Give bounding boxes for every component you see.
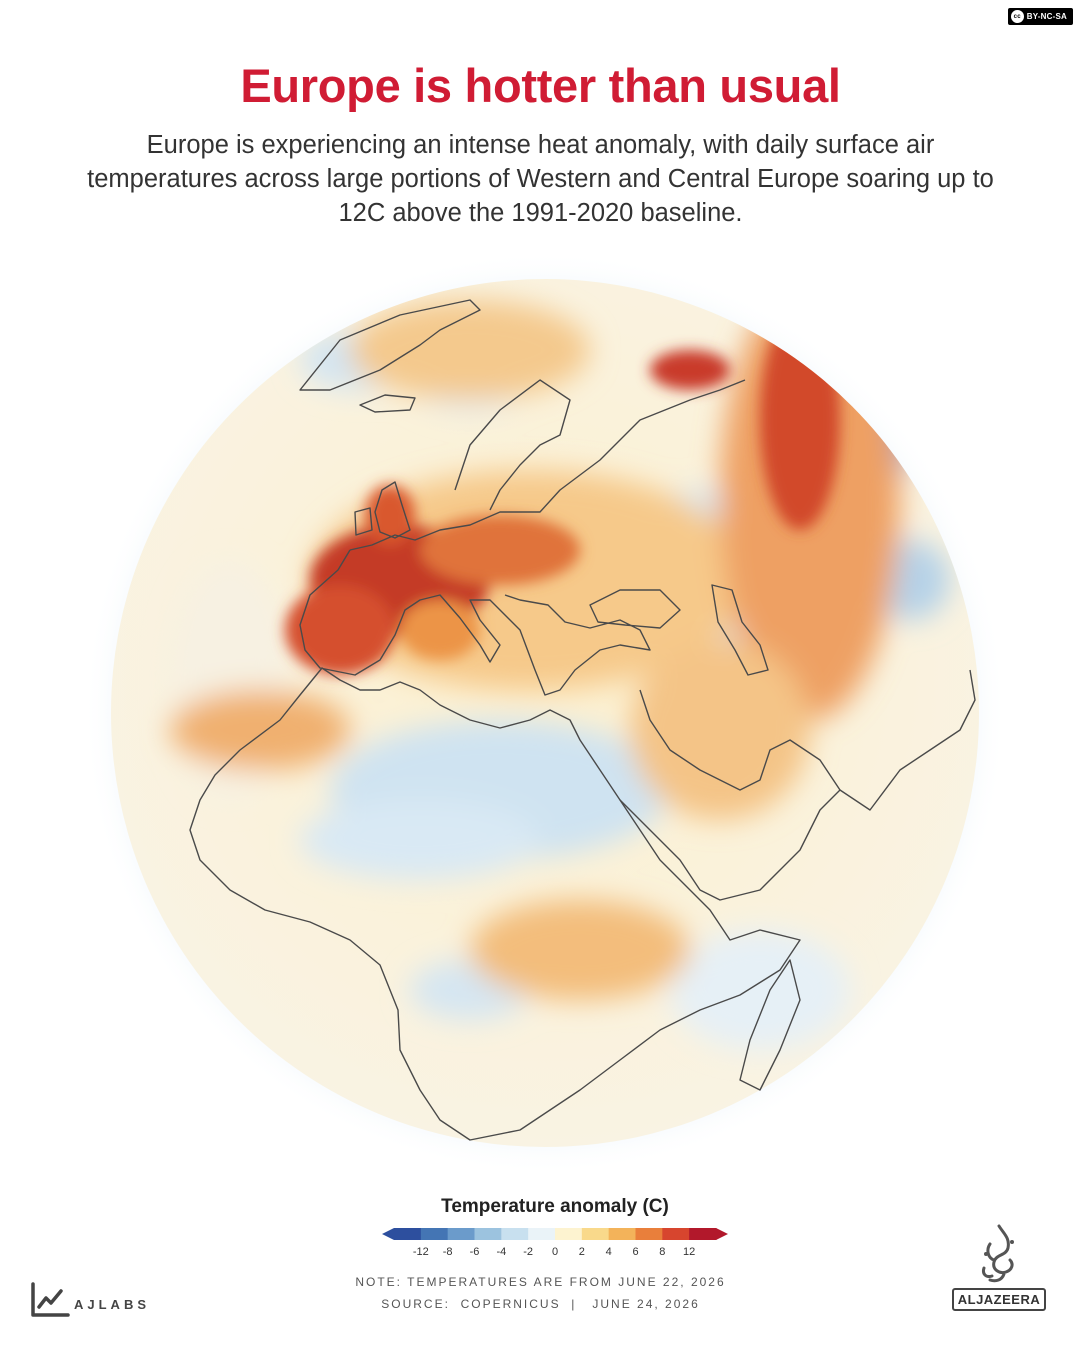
anomaly-warm-arctic — [350, 300, 590, 400]
coast-india — [839, 669, 976, 811]
legend-swatch — [608, 1228, 636, 1240]
legend-tick-label: -4 — [496, 1246, 506, 1258]
coast-iceland — [359, 394, 416, 413]
coast-britain — [374, 481, 411, 539]
legend-tick-label: 0 — [552, 1246, 558, 1258]
anomaly-hot-germany — [420, 515, 580, 585]
legend-tick-label: 4 — [606, 1246, 612, 1258]
legend-swatch — [662, 1228, 690, 1240]
cc-icon: cc — [1010, 10, 1024, 23]
anomaly-hot-uk — [365, 485, 415, 545]
coast-africa — [189, 667, 801, 1141]
anomaly-hot-italy — [400, 600, 480, 660]
legend-tick-label: 12 — [683, 1246, 695, 1258]
anomaly-cool-indian-ocean — [670, 930, 850, 1050]
ajlabs-logo: AJLABS — [30, 1282, 150, 1318]
legend-tick-label: 6 — [632, 1246, 638, 1258]
legend-swatch — [555, 1228, 583, 1240]
coast-caspian — [711, 584, 769, 676]
legend-swatch — [689, 1228, 717, 1240]
coast-greenland — [299, 299, 481, 391]
coast-north-europe — [349, 379, 746, 551]
legend-tick-label: -8 — [443, 1246, 453, 1258]
anomaly-hot-iberia — [285, 585, 395, 675]
globe-icon — [83, 251, 1007, 1175]
legend-tick-label: -6 — [470, 1246, 480, 1258]
legend-colorbar: -12 -8 -6 -4 -2 0 2 4 6 8 12 — [382, 1228, 728, 1258]
globe-map — [0, 250, 1081, 1175]
anomaly-warm-middleeast — [630, 640, 810, 820]
aljazeera-wordmark: ALJAZEERA — [951, 1288, 1047, 1311]
legend-arrow-left — [382, 1228, 394, 1240]
legend-tick-label: -12 — [413, 1246, 429, 1258]
footer-source: SOURCE: COPERNICUS | JUNE 24, 2026 — [381, 1297, 700, 1311]
legend-swatch — [420, 1228, 449, 1240]
legend-tick-label: 8 — [659, 1246, 665, 1258]
license-label: BY-NC-SA — [1026, 12, 1067, 21]
line-chart-icon — [31, 1282, 70, 1317]
anomaly-field — [170, 280, 950, 1050]
legend-swatch — [474, 1228, 502, 1240]
ajlabs-wordmark: AJLABS — [74, 1297, 151, 1312]
license-badge: cc BY-NC-SA — [1007, 8, 1073, 25]
anomaly-warm-westafrica — [170, 690, 350, 770]
legend-swatch — [447, 1228, 475, 1240]
coastlines — [189, 299, 976, 1141]
anomaly-cool-sahel — [300, 800, 540, 880]
coast-black-sea — [589, 589, 681, 629]
legend-swatch — [501, 1228, 529, 1240]
coast-scandinavia — [454, 379, 571, 511]
legend-title: Temperature anomaly (C) — [441, 1196, 669, 1217]
page-title: Europe is hotter than usual — [240, 59, 841, 112]
legend-tick-label: 2 — [579, 1246, 585, 1258]
footer-note: NOTE: TEMPERATURES ARE FROM JUNE 22, 202… — [355, 1275, 726, 1289]
legend-arrow-right — [716, 1228, 728, 1240]
anomaly-hot-barents — [650, 350, 730, 390]
legend-swatch — [581, 1228, 610, 1240]
aljazeera-logo: ALJAZEERA — [948, 1224, 1050, 1311]
legend-swatch — [528, 1228, 556, 1240]
legend-tick-label: -2 — [523, 1246, 533, 1258]
coast-arabia — [619, 689, 841, 901]
page-subtitle: Europe is experiencing an intense heat a… — [87, 131, 994, 227]
legend: Temperature anomaly (C) -12 -8 -6 -4 -2 0 2 4 6 8… — [380, 1196, 730, 1260]
legend-swatch — [635, 1228, 663, 1240]
aljazeera-calligraphy-icon — [982, 1224, 1014, 1283]
anomaly-warm-horn — [470, 900, 690, 1000]
coast-madagascar — [739, 959, 801, 1091]
legend-swatch — [394, 1228, 422, 1240]
coast-ireland — [354, 507, 373, 536]
